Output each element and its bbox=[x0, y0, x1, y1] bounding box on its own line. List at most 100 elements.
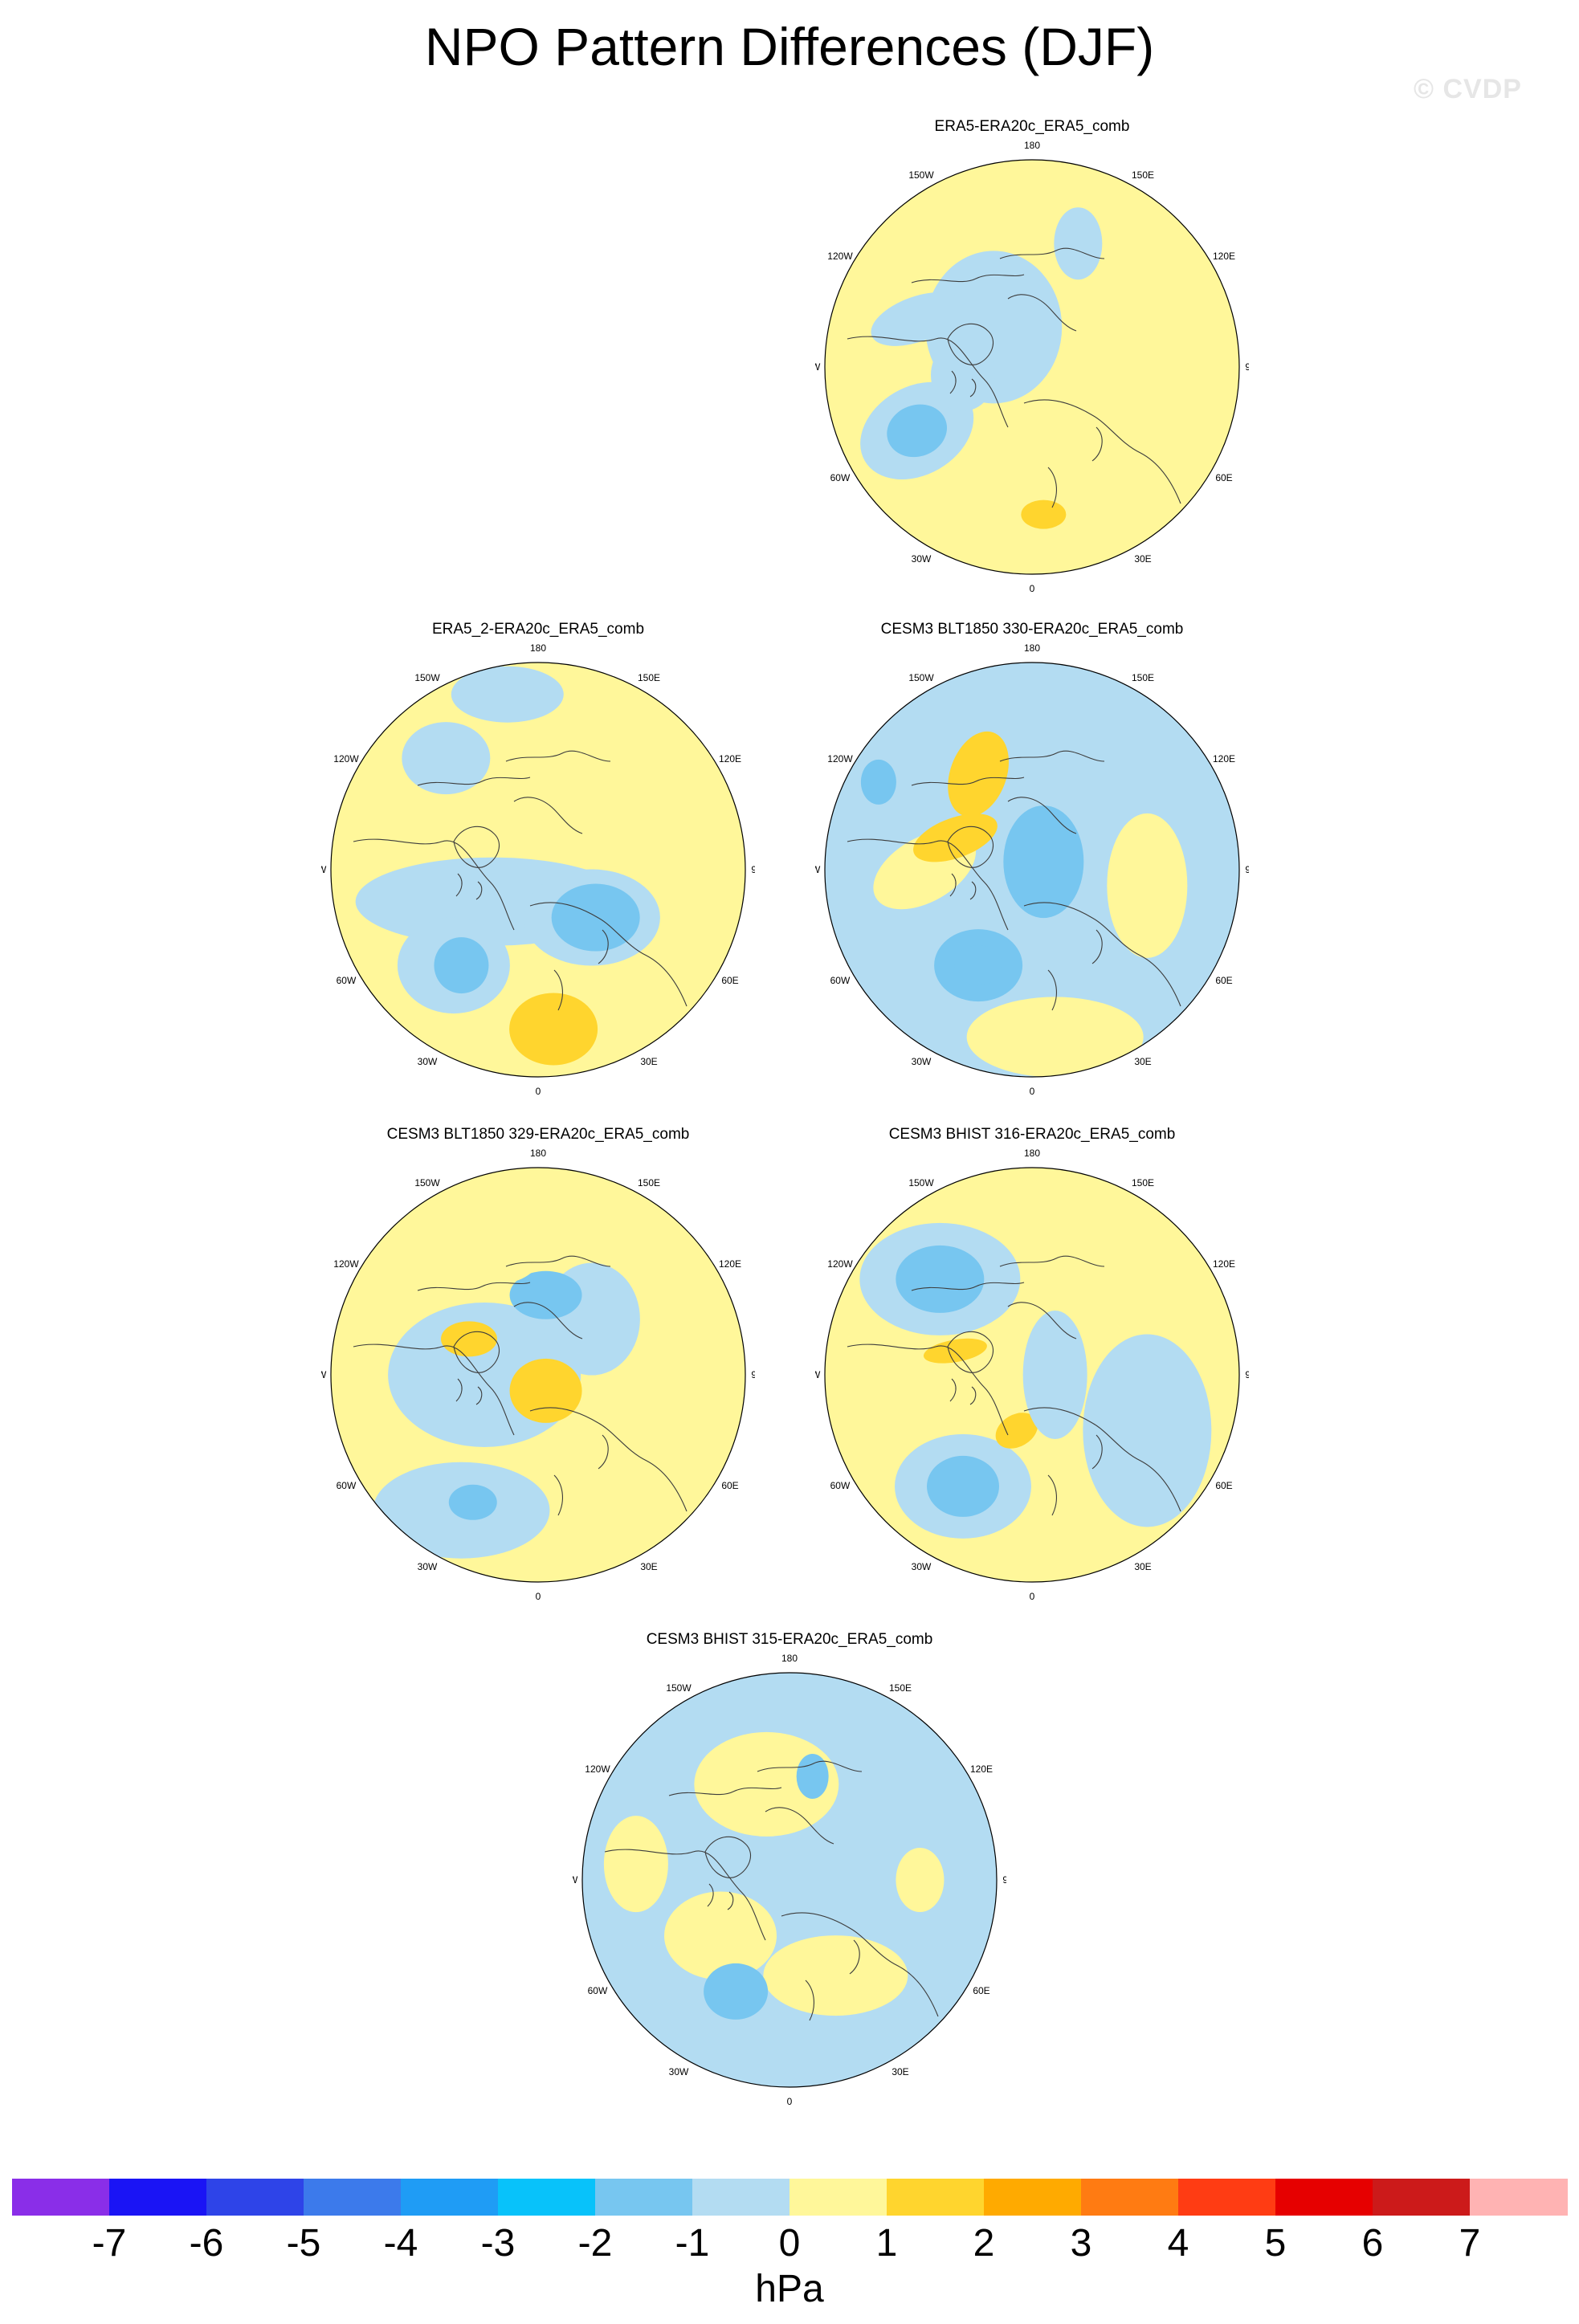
coastline bbox=[1047, 426, 1103, 508]
anomaly-region-p1 bbox=[694, 1731, 839, 1837]
figure-title: NPO Pattern Differences (DJF) bbox=[424, 17, 1155, 76]
colorbar-tick-label: -7 bbox=[92, 2222, 127, 2265]
longitude-label: 90E bbox=[751, 864, 755, 875]
polar-map: 180 150E 120E 90E 60E 30E 0 30W 60W 90W 120W 150W bbox=[815, 140, 1249, 594]
cvdp-watermark: © CVDP bbox=[1414, 74, 1522, 104]
anomaly-region-n2 bbox=[896, 1245, 985, 1313]
anomaly-region-n2 bbox=[796, 1754, 829, 1799]
coastline bbox=[513, 797, 583, 834]
colorbar-segment bbox=[401, 2179, 499, 2216]
coastline bbox=[353, 1343, 515, 1436]
longitude-label: 30E bbox=[640, 1056, 657, 1067]
polar-map: 180 150E 120E 90E 60E 30E 0 30W 60W 90W 120W 150W bbox=[815, 642, 1249, 1097]
anomaly-region-p1 bbox=[459, 1227, 541, 1284]
coastline bbox=[668, 1787, 782, 1796]
map-panel-bhist-316: CESM3 BHIST 316-ERA20c_ERA5_comb 180 150E… bbox=[815, 1125, 1249, 1607]
coastline bbox=[1023, 902, 1181, 1007]
colorbar-segment bbox=[1275, 2179, 1373, 2216]
anomaly-region-n1 bbox=[931, 338, 995, 411]
anomaly-region-n2 bbox=[1003, 805, 1084, 919]
anomaly-region-n1 bbox=[402, 722, 491, 795]
coastline bbox=[1047, 929, 1103, 1011]
longitude-label: 0 bbox=[1030, 583, 1035, 594]
longitude-label: 60W bbox=[337, 975, 357, 986]
colorbar-units: hPa bbox=[755, 2268, 824, 2310]
longitude-label: 120W bbox=[827, 251, 853, 262]
colorbar-segment bbox=[1373, 2179, 1471, 2216]
longitude-label: 30E bbox=[1134, 553, 1151, 565]
longitude-label: 90E bbox=[1245, 1369, 1249, 1380]
longitude-label: 60E bbox=[973, 1985, 989, 1996]
coastline bbox=[1023, 1407, 1181, 1512]
anomaly-region-p2 bbox=[441, 1321, 497, 1357]
panel-title: ERA5_2-ERA20c_ERA5_comb bbox=[431, 621, 645, 638]
longitude-label: 60W bbox=[588, 1985, 608, 1996]
map-border bbox=[824, 159, 1240, 575]
anomaly-region-p2 bbox=[923, 1338, 987, 1364]
coastline bbox=[455, 1378, 483, 1405]
coastline bbox=[1007, 1302, 1077, 1339]
anomaly-region-n2 bbox=[954, 945, 1003, 986]
coastlines bbox=[353, 750, 687, 1011]
anomaly-region-p1 bbox=[763, 1935, 908, 2016]
longitude-label: 150W bbox=[908, 1177, 934, 1189]
anomaly-region-p1 bbox=[896, 1848, 945, 1912]
longitude-label: 150W bbox=[414, 1177, 440, 1189]
anomaly-region-p2 bbox=[1021, 499, 1067, 529]
colorbar-segment bbox=[109, 2179, 207, 2216]
anomaly-region-n2 bbox=[551, 883, 640, 952]
map-border bbox=[824, 1167, 1240, 1583]
longitude-label: 120E bbox=[719, 1258, 741, 1270]
coastlines bbox=[847, 247, 1181, 508]
colorbar-segment bbox=[12, 2179, 110, 2216]
coastline bbox=[847, 336, 1009, 428]
longitude-label: 90W bbox=[321, 1369, 327, 1380]
colorbar-segment bbox=[595, 2179, 693, 2216]
longitude-label: 60E bbox=[721, 975, 738, 986]
map-border bbox=[581, 1672, 998, 2088]
longitude-label: 30W bbox=[912, 553, 932, 565]
longitude-label: 150W bbox=[666, 1682, 692, 1694]
longitude-label: 60E bbox=[721, 1480, 738, 1491]
colorbar-tick-label: 4 bbox=[1167, 2222, 1189, 2265]
anomaly-region-p2 bbox=[509, 1358, 582, 1423]
coastline bbox=[417, 1282, 531, 1291]
map-border bbox=[330, 662, 746, 1078]
polar-map: 180 150E 120E 90E 60E 30E 0 30W 60W 90W 120W 150W bbox=[321, 642, 755, 1097]
coastline bbox=[765, 1807, 834, 1845]
longitude-label: 180 bbox=[530, 642, 546, 654]
anomaly-regions bbox=[859, 1222, 1212, 1539]
anomaly-region-p2 bbox=[509, 993, 598, 1066]
map-panel-era5: ERA5-ERA20c_ERA5_comb 180 150E 120E 90E 60E 3… bbox=[815, 117, 1249, 599]
polar-map: 180 150E 120E 90E 60E 30E 0 30W 60W 90W 120W 150W bbox=[573, 1653, 1006, 2107]
longitude-label: 150E bbox=[638, 672, 660, 683]
coastlines bbox=[847, 750, 1181, 1011]
colorbar-tick-label: -2 bbox=[577, 2222, 613, 2265]
coastline bbox=[781, 1912, 939, 2017]
longitude-label: 0 bbox=[536, 1086, 541, 1097]
longitude-label: 30E bbox=[892, 2066, 908, 2077]
anomaly-regions bbox=[603, 1731, 945, 2020]
map-panel-era5-2: ERA5_2-ERA20c_ERA5_comb 180 150E 120E 90E 60… bbox=[321, 620, 755, 1102]
longitude-label: 150W bbox=[414, 672, 440, 683]
coastline bbox=[999, 750, 1105, 762]
longitude-label: 30W bbox=[912, 1056, 932, 1067]
colorbar-segment bbox=[790, 2179, 887, 2216]
coastline bbox=[911, 1282, 1025, 1291]
longitude-label: 0 bbox=[1030, 1591, 1035, 1602]
coastline bbox=[604, 1849, 766, 1941]
coastline bbox=[911, 777, 1025, 786]
coastline bbox=[949, 873, 977, 900]
coastline bbox=[949, 1378, 977, 1405]
coastline bbox=[513, 1302, 583, 1339]
coastline bbox=[1007, 797, 1077, 834]
colorbar-tick-label: -3 bbox=[480, 2222, 516, 2265]
longitude-label: 0 bbox=[536, 1591, 541, 1602]
anomaly-region-p2 bbox=[948, 731, 1009, 817]
longitude-label: 150E bbox=[1132, 672, 1154, 683]
panel-title: CESM3 BHIST 316-ERA20c_ERA5_comb bbox=[888, 1126, 1176, 1143]
coastline bbox=[417, 777, 531, 786]
longitude-label: 180 bbox=[781, 1653, 798, 1664]
coastline bbox=[805, 1939, 860, 2021]
longitude-label: 90E bbox=[1245, 361, 1249, 373]
